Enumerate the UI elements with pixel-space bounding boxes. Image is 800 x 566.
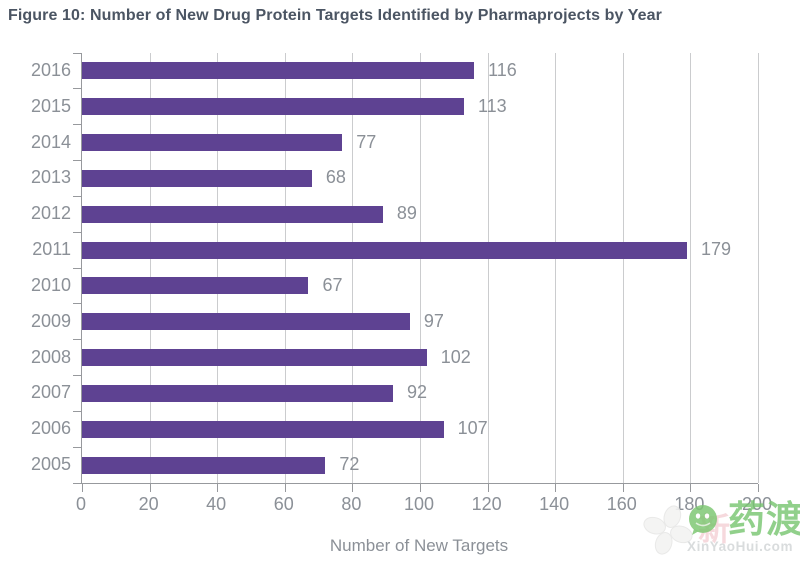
bar-2006 bbox=[82, 420, 444, 438]
x-axis-tick-label: 100 bbox=[403, 494, 435, 514]
y-axis-label: 2010 bbox=[30, 274, 71, 295]
bar-2010 bbox=[82, 277, 309, 295]
y-axis-tick bbox=[73, 195, 81, 197]
x-axis-tick-label: 0 bbox=[75, 494, 87, 514]
y-axis-tick bbox=[73, 410, 81, 412]
bar-2014 bbox=[82, 134, 343, 152]
x-axis-tick-label: 40 bbox=[206, 494, 227, 514]
y-axis-label: 2008 bbox=[30, 346, 71, 367]
y-axis-label: 2011 bbox=[32, 239, 71, 260]
y-axis-labels: 2016 2015 2014 2013 2012 2011 2010 2009 2008 2007… bbox=[0, 53, 71, 483]
gridline bbox=[758, 53, 759, 483]
y-axis-label: 2007 bbox=[30, 382, 71, 403]
y-axis-label: 2012 bbox=[30, 203, 71, 224]
plot-area: 116 113 77 68 89 179 67 97 102 92 107 72 bbox=[73, 52, 759, 492]
gridline bbox=[149, 53, 151, 483]
value-label: 102 bbox=[440, 346, 471, 367]
bar-2008 bbox=[82, 349, 427, 367]
y-axis-tick bbox=[73, 88, 81, 90]
y-axis-tick bbox=[73, 339, 81, 341]
y-axis-label: 2014 bbox=[30, 131, 71, 152]
bar-2007 bbox=[82, 384, 393, 402]
y-axis-tick bbox=[73, 303, 81, 305]
gridline bbox=[284, 53, 286, 483]
y-axis-tick bbox=[73, 231, 81, 233]
value-label: 179 bbox=[701, 239, 732, 260]
y-axis-label: 2015 bbox=[30, 95, 71, 116]
x-axis-tick-label: 120 bbox=[471, 494, 502, 514]
y-axis-tick bbox=[73, 124, 81, 126]
bar-2013 bbox=[82, 169, 312, 187]
gridline bbox=[487, 53, 489, 483]
watermark-brand: 药渡 bbox=[728, 499, 800, 540]
value-label: 77 bbox=[356, 131, 377, 152]
x-axis-tick bbox=[690, 484, 692, 492]
value-label: 68 bbox=[325, 167, 346, 188]
x-axis-tick-label: 200 bbox=[741, 494, 773, 514]
x-axis-tick bbox=[149, 484, 151, 492]
gridline bbox=[555, 53, 557, 483]
watermark-site: XinYaoHui.com bbox=[687, 539, 794, 554]
y-axis-tick bbox=[73, 375, 81, 376]
gridline bbox=[622, 53, 624, 483]
value-label: 97 bbox=[423, 310, 444, 331]
x-axis-tick bbox=[487, 484, 489, 492]
value-label: 67 bbox=[322, 274, 343, 295]
gridline bbox=[217, 53, 219, 483]
x-axis-title: Number of New Targets bbox=[329, 536, 509, 555]
value-label: 72 bbox=[339, 454, 360, 475]
value-label: 92 bbox=[406, 382, 427, 403]
wechat-icon bbox=[686, 503, 720, 542]
x-axis-tick bbox=[420, 484, 421, 492]
y-axis-label: 2013 bbox=[30, 167, 71, 188]
x-axis-tick bbox=[555, 484, 557, 492]
x-axis-tick bbox=[82, 484, 83, 492]
y-axis-tick bbox=[73, 446, 81, 448]
y-axis-label: 2006 bbox=[30, 418, 71, 439]
y-axis-label: 2016 bbox=[30, 59, 71, 80]
value-label: 89 bbox=[396, 203, 417, 224]
x-axis-tick-label: 160 bbox=[606, 494, 637, 514]
bar-2012 bbox=[82, 205, 383, 223]
value-label: 116 bbox=[488, 59, 517, 80]
x-axis-tick bbox=[622, 484, 624, 492]
x-axis-tick-label: 140 bbox=[539, 494, 570, 514]
x-axis-tick-label: 60 bbox=[273, 494, 294, 514]
x-axis-tick-label: 80 bbox=[341, 494, 362, 514]
gridline bbox=[352, 53, 354, 483]
y-axis-label: 2005 bbox=[30, 454, 71, 475]
bar-2005 bbox=[82, 456, 326, 474]
x-axis-tick bbox=[284, 484, 286, 492]
gridline bbox=[420, 53, 421, 483]
x-axis-tick bbox=[758, 484, 759, 492]
watermark: 新 药渡 XinYaoHui.com bbox=[640, 498, 800, 564]
chart-title: Figure 10: Number of New Drug Protein Ta… bbox=[8, 7, 662, 24]
bar-2011 bbox=[82, 241, 688, 259]
bar-2016 bbox=[82, 62, 475, 80]
x-axis-tick bbox=[217, 484, 219, 492]
bar-2009 bbox=[82, 313, 410, 331]
y-axis-label: 2009 bbox=[30, 310, 71, 331]
value-label: 107 bbox=[457, 418, 488, 439]
value-label: 113 bbox=[477, 95, 507, 116]
x-axis-tick-label: 20 bbox=[138, 494, 159, 514]
y-axis-tick bbox=[73, 267, 81, 269]
x-axis-tick bbox=[352, 484, 354, 492]
gridline bbox=[690, 53, 692, 483]
y-axis-tick bbox=[73, 52, 81, 54]
x-axis-tick-labels: 0 20 40 60 80 100 120 140 160 180 200 bbox=[76, 494, 772, 516]
clover-icon bbox=[642, 504, 694, 561]
y-axis-tick bbox=[73, 482, 81, 484]
bar-2015 bbox=[82, 98, 464, 116]
y-axis-tick bbox=[73, 160, 81, 161]
